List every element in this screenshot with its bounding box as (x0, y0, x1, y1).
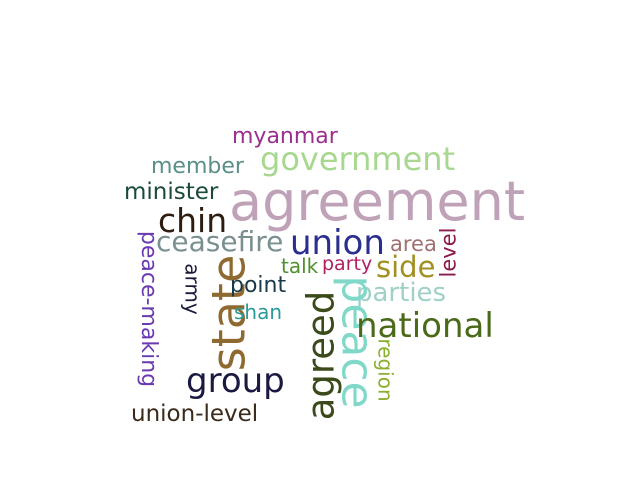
word-myanmar: myanmar (232, 124, 338, 149)
word-government: government (260, 140, 456, 178)
word-national: national (356, 306, 494, 346)
word-group: group (186, 361, 285, 401)
word-union: union (290, 223, 385, 263)
word-peace-making: peace-making (136, 230, 162, 388)
word-chin: chin (158, 201, 228, 240)
word-point: point (230, 273, 287, 298)
word-side: side (376, 250, 436, 284)
word-member: member (151, 154, 244, 179)
word-region: region (373, 338, 398, 402)
word-talk: talk (281, 254, 319, 278)
word-area: area (390, 232, 437, 256)
word-party: party (322, 253, 373, 275)
word-agreement: agreement (229, 170, 526, 233)
word-minister: minister (124, 179, 219, 205)
word-army: army (180, 263, 205, 315)
word-level: level (436, 227, 461, 278)
word-parties: parties (356, 278, 447, 308)
word-union-level: union-level (131, 401, 259, 427)
word-shan: shan (234, 300, 283, 324)
word-ceasefire: ceasefire (156, 225, 284, 258)
